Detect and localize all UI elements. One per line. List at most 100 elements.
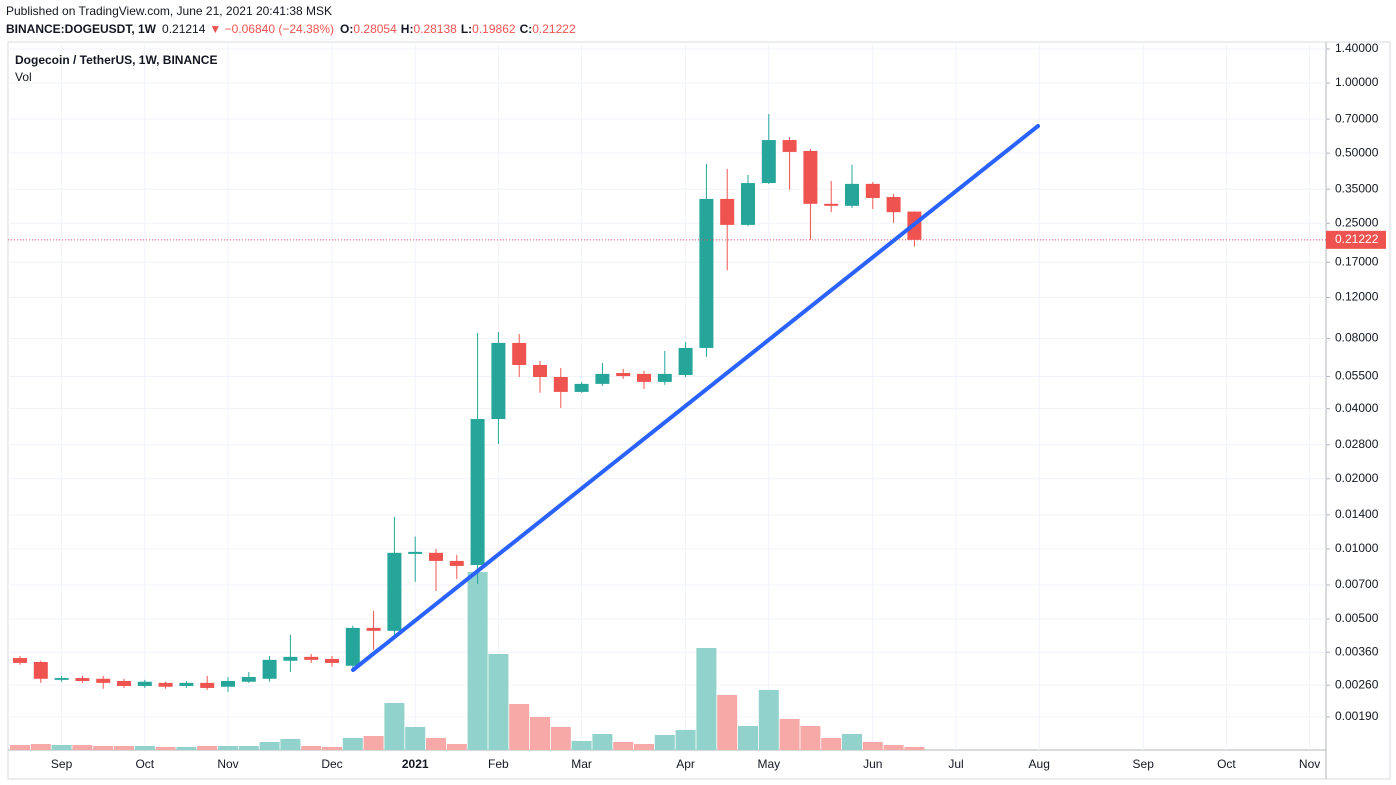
volume-bar [842, 734, 862, 750]
volume-bar [363, 736, 384, 750]
open-value: 0.28054 [353, 22, 397, 36]
candle-body [761, 140, 776, 184]
volume-bar [488, 654, 509, 750]
candle-body [824, 203, 839, 206]
volume-bar [30, 744, 51, 750]
candle-body [595, 373, 610, 384]
x-tick-label: Feb [488, 757, 509, 771]
volume-bar [301, 746, 322, 750]
volume-bar [904, 747, 925, 750]
volume-bar [405, 727, 426, 750]
candle-body [886, 197, 901, 213]
candle-body [533, 364, 547, 377]
candle-body [200, 682, 215, 688]
volume-label: Vol [15, 70, 32, 84]
candle-body [304, 656, 319, 660]
x-tick-label: Dec [321, 757, 342, 771]
volume-bar [426, 738, 446, 750]
candle-body [241, 676, 256, 682]
candle-body [158, 682, 173, 687]
y-tick-label: 0.25000 [1335, 215, 1379, 229]
candle-body [637, 373, 651, 382]
low-key: L: [461, 22, 472, 36]
volume-bar [259, 742, 280, 750]
volume-bar [592, 734, 613, 750]
y-tick-label: 0.12000 [1335, 290, 1379, 304]
volume-bar [114, 746, 134, 750]
candle-body [54, 678, 69, 680]
volume-bar [530, 717, 550, 750]
x-tick-label: Jul [948, 757, 963, 771]
x-tick-label: 2021 [402, 757, 429, 771]
volume-bar [280, 739, 301, 750]
candle-body [782, 140, 797, 152]
volume-bar [738, 726, 758, 750]
candle-body [865, 183, 880, 198]
candle-body [387, 552, 402, 631]
candle-body [221, 680, 235, 687]
candle-body [117, 680, 131, 686]
candle-body [803, 150, 818, 204]
y-tick-label: 0.04000 [1335, 401, 1379, 415]
x-tick-label: Nov [217, 757, 238, 771]
volume-bar [550, 727, 571, 750]
candle-body [96, 678, 111, 683]
close-key: C: [520, 22, 533, 36]
y-tick-label: 0.00260 [1335, 677, 1379, 691]
volume-bar [467, 572, 488, 750]
candle-body [179, 682, 194, 686]
volume-bar [93, 746, 114, 750]
candle-body [137, 681, 152, 686]
x-tick-label: Jun [863, 757, 882, 771]
y-tick-label: 0.00360 [1335, 644, 1379, 658]
candle-body [408, 551, 423, 554]
volume-bar [10, 745, 30, 750]
volume-bar [717, 695, 738, 750]
candle-body [283, 656, 298, 661]
high-value: 0.28138 [413, 22, 457, 36]
candle-body [720, 198, 735, 225]
y-tick-label: 0.01000 [1335, 541, 1379, 555]
y-tick-label: 0.17000 [1335, 254, 1379, 268]
candle-body [262, 659, 277, 679]
high-key: H: [401, 22, 414, 36]
x-tick-label: Mar [571, 757, 592, 771]
volume-bar [134, 746, 155, 750]
y-tick-label: 0.02000 [1335, 471, 1379, 485]
y-tick-label: 0.00190 [1335, 709, 1379, 723]
volume-bar [862, 742, 883, 750]
x-tick-label: May [757, 757, 780, 771]
volume-bar [654, 735, 675, 750]
y-tick-label: 0.00700 [1335, 577, 1379, 591]
chart-title: Dogecoin / TetherUS, 1W, BINANCE [15, 53, 217, 67]
published-note: Published on TradingView.com, June 21, 2… [6, 4, 332, 18]
candle-body [616, 373, 631, 377]
volume-bar [779, 719, 800, 750]
candle-body [574, 383, 589, 392]
y-tick-label: 0.02800 [1335, 437, 1379, 451]
x-tick-label: Aug [1029, 757, 1050, 771]
candle-body [33, 661, 48, 679]
y-tick-label: 1.00000 [1335, 75, 1379, 89]
candle-body [75, 678, 90, 681]
candle-body [449, 560, 464, 566]
candle-body [553, 376, 568, 392]
volume-bar [197, 746, 218, 750]
volume-bar [696, 648, 717, 750]
y-tick-label: 0.08000 [1335, 331, 1379, 345]
y-tick-label: 0.01400 [1335, 507, 1379, 521]
volume-bar [51, 745, 72, 750]
candle-body [491, 342, 506, 420]
x-tick-label: Sep [1133, 757, 1155, 771]
y-tick-label: 0.35000 [1335, 181, 1379, 195]
axes: 1.40000 1.00000 0.70000 0.50000 0.35000 0.250… [51, 41, 1386, 771]
y-tick-label: 0.00500 [1335, 611, 1379, 625]
volume-bar [322, 747, 342, 750]
x-tick-label: Oct [135, 757, 154, 771]
candle-body [678, 347, 693, 375]
volume-bar [218, 746, 238, 750]
candle-body [325, 658, 339, 663]
x-tick-label: Sep [51, 757, 73, 771]
candle-body [366, 627, 381, 631]
